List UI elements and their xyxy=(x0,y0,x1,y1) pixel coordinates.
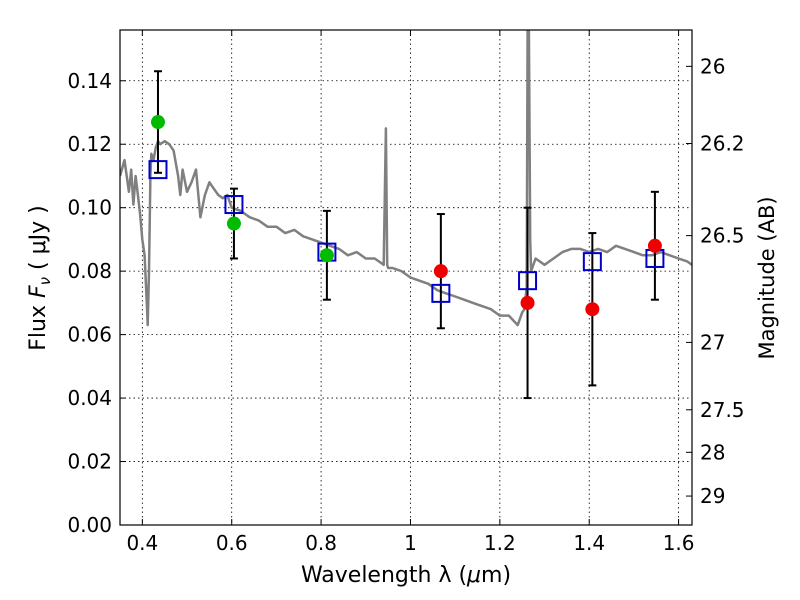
plot-area xyxy=(120,30,692,400)
y-tick-label: 0.06 xyxy=(67,323,112,347)
y2-tick-label: 27 xyxy=(700,330,725,354)
y2-tick-label: 26.5 xyxy=(700,224,745,248)
x-tick-label: 0.8 xyxy=(305,531,337,555)
data-point xyxy=(520,295,535,310)
model-square-marker xyxy=(224,195,244,215)
y-tick-label: 0.02 xyxy=(67,450,112,474)
y-tick-label: 0.08 xyxy=(67,259,112,283)
ticks: 0.4 0.6 0.8 1 1.2 1.4 1.6 0.00 0.02 0.04 0.06 0.08 0… xyxy=(67,30,745,555)
x-tick-label: 1.4 xyxy=(573,531,605,555)
x-tick-label: 1 xyxy=(404,531,417,555)
x-axis-label: Wavelength λ (μm) xyxy=(301,563,511,588)
y-tick-label: 0.10 xyxy=(67,196,112,220)
spectrum-line xyxy=(120,30,692,327)
data-point xyxy=(585,302,600,317)
data-point xyxy=(226,216,241,231)
model-square-marker xyxy=(518,271,538,291)
x-tick-label: 1.6 xyxy=(663,531,695,555)
y2-tick-label: 28 xyxy=(700,440,725,464)
data-point xyxy=(150,115,165,130)
y-tick-label: 0.14 xyxy=(67,69,112,93)
secondary-y-axis-label: Magnitude (AB) xyxy=(755,196,779,359)
y-tick-label: 0.00 xyxy=(67,513,112,537)
plot-layer xyxy=(120,30,692,400)
y2-tick-label: 29 xyxy=(700,484,725,508)
data-point xyxy=(433,264,448,279)
x-tick-label: 0.4 xyxy=(126,531,158,555)
y-axis-label: Flux Fν ( μJy ) xyxy=(26,205,54,350)
y2-tick-label: 27.5 xyxy=(700,398,745,422)
y2-tick-label: 26.2 xyxy=(700,132,745,156)
x-tick-label: 1.2 xyxy=(484,531,516,555)
x-tick-label: 0.6 xyxy=(216,531,248,555)
axes-frame xyxy=(119,29,693,526)
model-square-marker xyxy=(582,252,602,272)
y-tick-label: 0.12 xyxy=(67,132,112,156)
y-tick-label: 0.04 xyxy=(67,386,112,410)
y2-tick-label: 26 xyxy=(700,54,725,78)
model-square-marker xyxy=(431,283,451,303)
data-point xyxy=(647,238,662,253)
data-point xyxy=(319,248,334,263)
model-square-marker xyxy=(148,160,168,180)
